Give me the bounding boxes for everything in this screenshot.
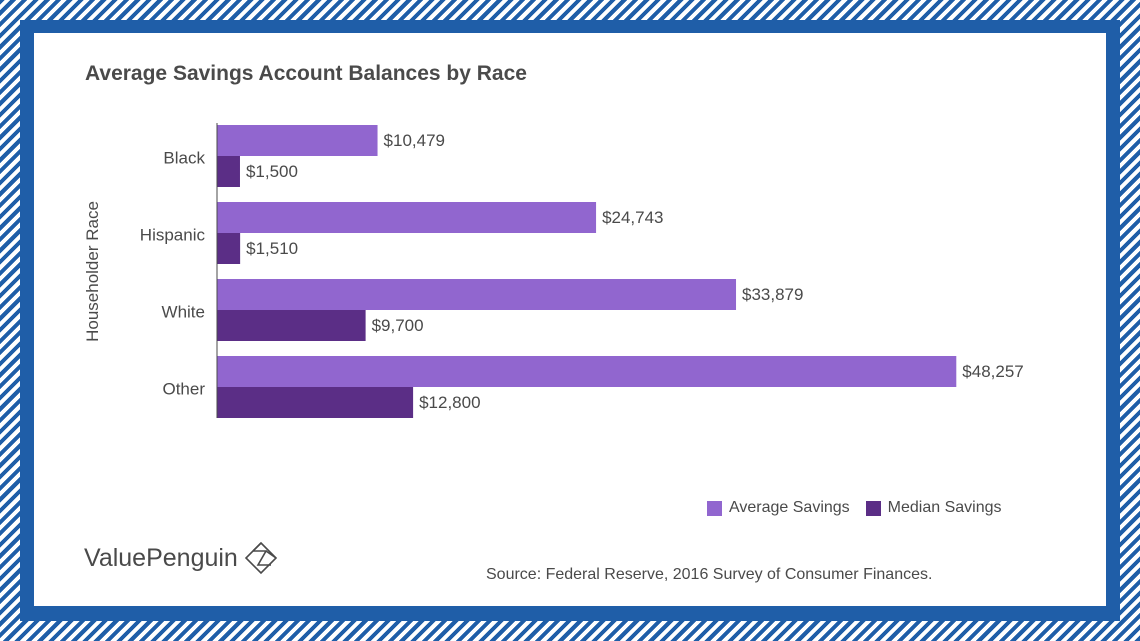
data-label-white-average-savings: $33,879 [742,285,803,304]
y-axis-title: Householder Race [83,201,102,342]
brand-block: ValuePenguin [84,541,278,575]
source-note: Source: Federal Reserve, 2016 Survey of … [486,566,933,583]
category-label-black: Black [163,148,205,167]
bar-other-median-savings [217,387,414,418]
category-label-hispanic: Hispanic [140,225,206,244]
bar-hispanic-average-savings [217,202,597,233]
bar-black-median-savings [217,156,240,187]
data-label-hispanic-median-savings: $1,510 [246,239,298,258]
data-label-other-median-savings: $12,800 [419,393,480,412]
data-label-white-median-savings: $9,700 [372,316,424,335]
legend-label-average: Average Savings [729,499,850,516]
bar-hispanic-median-savings [217,233,241,264]
bar-chart: Black $10,479 $1,500 Hispanic $24,743 $1,510 W… [83,123,1024,418]
legend-swatch-median [865,500,881,516]
data-label-black-average-savings: $10,479 [384,131,445,150]
legend-item-average: Average Savings [707,499,850,517]
category-label-other: Other [162,379,205,398]
chart-legend: Average Savings Median Savings [707,499,1018,517]
bar-white-average-savings [217,279,737,310]
bar-white-median-savings [217,310,366,341]
category-label-white: White [162,302,205,321]
chart-panel: Average Savings Account Balances by Race… [34,33,1106,606]
legend-label-median: Median Savings [887,499,1002,516]
data-label-black-median-savings: $1,500 [246,162,298,181]
penguin-diamond-logo-icon [244,541,277,575]
legend-item-median: Median Savings [865,499,1002,517]
legend-swatch-average [707,500,722,516]
chart-title: Average Savings Account Balances by Race [85,62,527,85]
brand-name: ValuePenguin [84,543,238,572]
data-label-hispanic-average-savings: $24,743 [602,208,663,227]
bar-black-average-savings [217,125,378,156]
bar-other-average-savings [217,356,957,387]
data-label-other-average-savings: $48,257 [962,362,1023,381]
